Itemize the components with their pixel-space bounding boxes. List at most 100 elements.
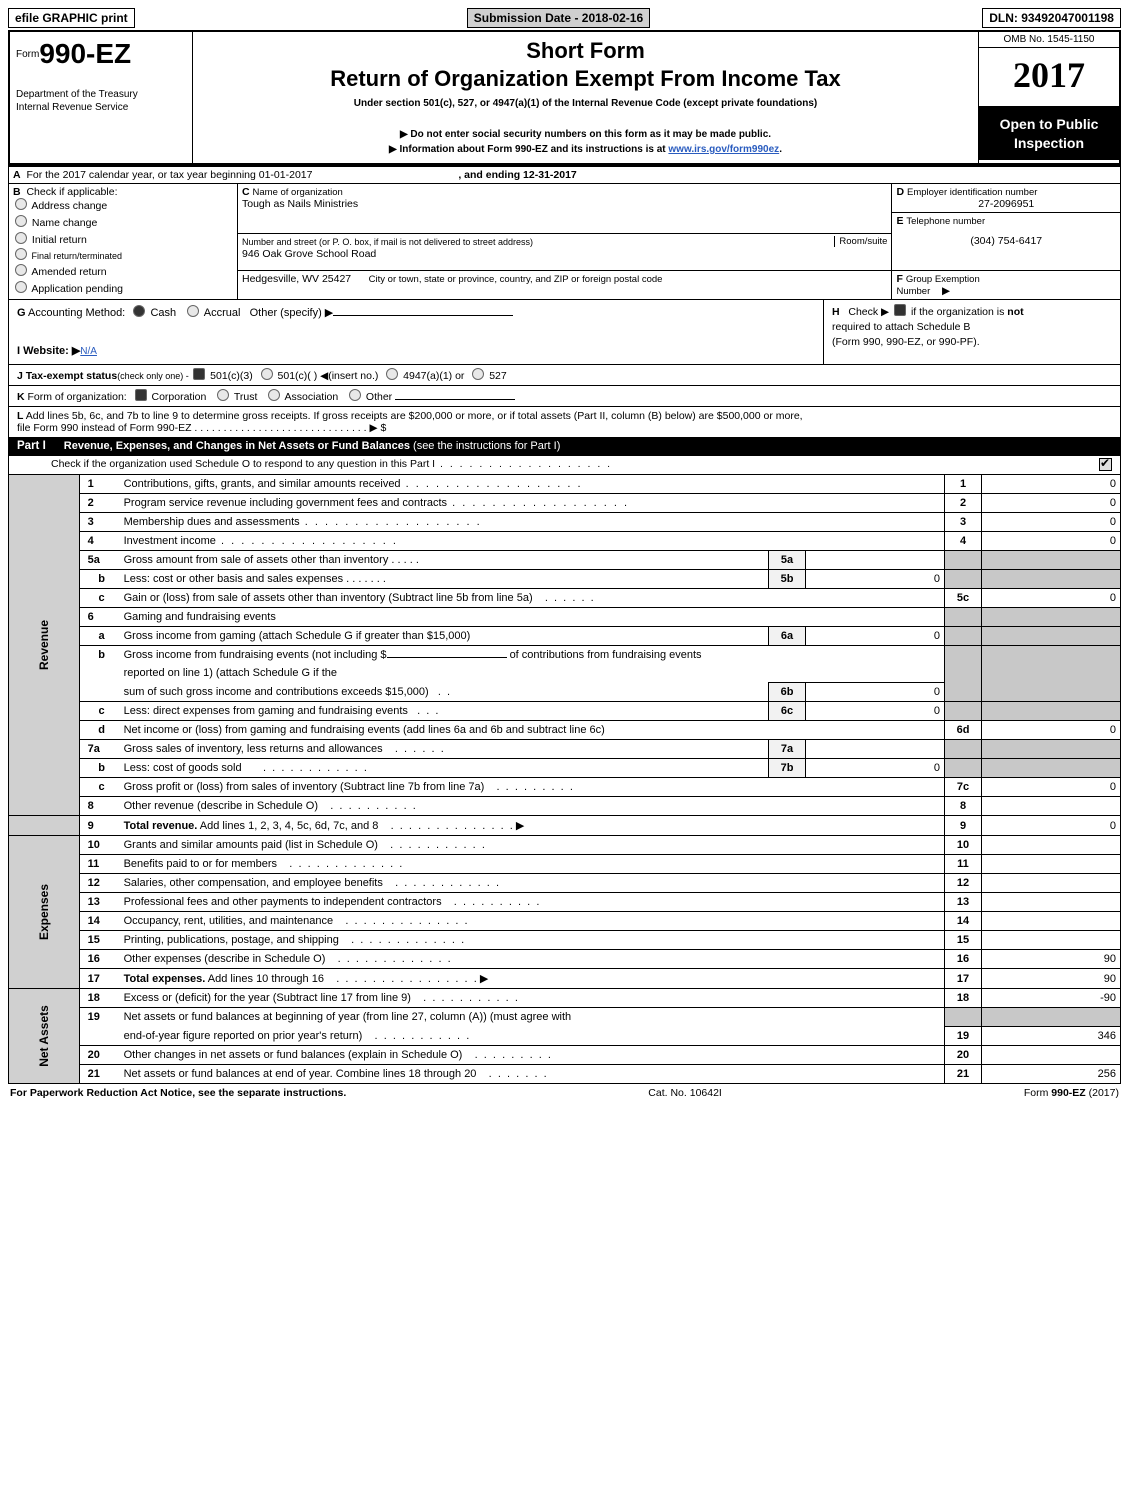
- row-desc: Other expenses (describe in Schedule O): [124, 953, 326, 965]
- table-row: 15 Printing, publications, postage, and …: [9, 931, 1121, 950]
- end-num: 12: [945, 874, 982, 893]
- end-val: [982, 874, 1121, 893]
- row-num: 11: [79, 855, 120, 874]
- chk-amended-return: Amended return: [31, 266, 106, 278]
- chk-corp-icon[interactable]: [135, 389, 147, 401]
- mid-val: 0: [806, 759, 945, 778]
- chk-501c-icon[interactable]: [261, 368, 273, 380]
- org-name: Tough as Nails Ministries: [242, 198, 358, 210]
- section-e-title: Telephone number: [906, 216, 985, 227]
- line-a-text1: For the 2017 calendar year, or tax year …: [26, 169, 312, 181]
- row-num: 16: [79, 950, 120, 969]
- table-row: end-of-year figure reported on prior yea…: [9, 1026, 1121, 1045]
- table-row: 20 Other changes in net assets or fund b…: [9, 1045, 1121, 1064]
- chk-address-change: Address change: [31, 200, 107, 212]
- mid-val: 0: [806, 702, 945, 721]
- checkbox-icon[interactable]: [15, 232, 27, 244]
- end-val: [982, 1045, 1121, 1064]
- line-h-text2: if the organization is: [911, 306, 1004, 318]
- street-value: 946 Oak Grove School Road: [242, 248, 376, 260]
- table-row: Expenses 10 Grants and similar amounts p…: [9, 836, 1121, 855]
- radio-accrual-icon[interactable]: [187, 305, 199, 317]
- chk-4947-icon[interactable]: [386, 368, 398, 380]
- internal-revenue-service: Internal Revenue Service: [16, 102, 128, 113]
- section-f-cell: F Group Exemption Number ▶: [892, 271, 1121, 300]
- instructions-link[interactable]: www.irs.gov/form990ez: [668, 144, 779, 155]
- table-row: b Less: cost of goods sold . . . . . . .…: [9, 759, 1121, 778]
- row-desc: Gain or (loss) from sale of assets other…: [124, 592, 533, 604]
- ein-value: 27-2096951: [896, 198, 1116, 210]
- row-desc2: Add lines 10 through 16: [205, 973, 324, 985]
- phone-value: (304) 754-6417: [896, 227, 1116, 247]
- row-desc: Less: direct expenses from gaming and fu…: [124, 705, 408, 717]
- row-num: 4: [79, 532, 120, 551]
- end-val: 256: [982, 1064, 1121, 1083]
- footer-left: For Paperwork Reduction Act Notice, see …: [10, 1087, 346, 1099]
- end-num: 6d: [945, 721, 982, 740]
- line-i-label: I: [17, 345, 20, 357]
- checkbox-icon[interactable]: [15, 248, 27, 260]
- row-desc: Total revenue.: [124, 820, 198, 832]
- table-row: c Gross profit or (loss) from sales of i…: [9, 778, 1121, 797]
- row-desc: Less: cost of goods sold: [124, 762, 242, 774]
- line-i-title: Website: ▶: [23, 345, 80, 357]
- chk-501c3-icon[interactable]: [193, 368, 205, 380]
- chk-527-icon[interactable]: [472, 368, 484, 380]
- row-num: 13: [79, 893, 120, 912]
- row-desc: Gross income from gaming (attach Schedul…: [124, 630, 471, 642]
- footer-form-b: 990-EZ: [1051, 1087, 1085, 1099]
- end-num: 11: [945, 855, 982, 874]
- table-row: 11 Benefits paid to or for members . . .…: [9, 855, 1121, 874]
- radio-cash-icon[interactable]: [133, 305, 145, 317]
- opt-corp: Corporation: [152, 391, 207, 403]
- end-val: 90: [982, 969, 1121, 989]
- part-i-desc1: Revenue, Expenses, and Changes in Net As…: [64, 440, 410, 452]
- end-num: 21: [945, 1064, 982, 1083]
- row-desc: Occupancy, rent, utilities, and maintena…: [124, 915, 334, 927]
- row-num: 18: [79, 989, 120, 1008]
- checkbox-icon[interactable]: [15, 198, 27, 210]
- line-l-dots: . . . . . . . . . . . . . . . . . . . . …: [194, 422, 386, 434]
- part-i-header: Part I Revenue, Expenses, and Changes in…: [8, 437, 1121, 456]
- end-num: 7c: [945, 778, 982, 797]
- row-num: 21: [79, 1064, 120, 1083]
- checkbox-icon[interactable]: [15, 264, 27, 276]
- opt-other: Other (specify) ▶: [250, 307, 334, 319]
- chk-other-org-icon[interactable]: [349, 389, 361, 401]
- mid-num: 6c: [769, 702, 806, 721]
- arrow-line-2a: ▶ Information about Form 990-EZ and its …: [389, 144, 668, 155]
- mid-val: 0: [806, 627, 945, 646]
- table-row: d Net income or (loss) from gaming and f…: [9, 721, 1121, 740]
- end-val: [982, 797, 1121, 816]
- checkbox-icon[interactable]: [15, 281, 27, 293]
- end-num: 4: [945, 532, 982, 551]
- row-num: a: [79, 627, 120, 646]
- row-num: b: [79, 570, 120, 589]
- row-desc: Gaming and fundraising events: [124, 611, 276, 623]
- end-val: 0: [982, 778, 1121, 797]
- row-desc: Other changes in net assets or fund bala…: [124, 1049, 463, 1061]
- opt-assoc: Association: [285, 391, 339, 403]
- row-desc: Gross sales of inventory, less returns a…: [124, 743, 383, 755]
- row-desc2: end-of-year figure reported on prior yea…: [124, 1030, 363, 1042]
- checkbox-icon[interactable]: [15, 215, 27, 227]
- form-title-cell: Form990-EZ Department of the Treasury In…: [9, 31, 193, 164]
- row-num: c: [79, 778, 120, 797]
- under-section-text: Under section 501(c), 527, or 4947(a)(1)…: [203, 98, 968, 109]
- chk-trust-icon[interactable]: [217, 389, 229, 401]
- title-cell: Short Form Return of Organization Exempt…: [193, 31, 979, 164]
- line-l-text1: Add lines 5b, 6c, and 7b to line 9 to de…: [26, 410, 803, 422]
- scheduleo-check-icon[interactable]: [1099, 458, 1112, 471]
- part-i-sub-text: Check if the organization used Schedule …: [51, 458, 435, 470]
- chk-assoc-icon[interactable]: [268, 389, 280, 401]
- end-num: 2: [945, 494, 982, 513]
- website-na-link[interactable]: N/A: [80, 346, 97, 357]
- check-h-icon[interactable]: [894, 304, 906, 316]
- section-e-label: E: [896, 215, 903, 227]
- chk-application-pending: Application pending: [31, 283, 123, 295]
- return-title: Return of Organization Exempt From Incom…: [203, 66, 968, 92]
- row-desc: Excess or (deficit) for the year (Subtra…: [124, 992, 411, 1004]
- line-h-label: H: [832, 306, 840, 318]
- table-row: a Gross income from gaming (attach Sched…: [9, 627, 1121, 646]
- footer-catno: Cat. No. 10642I: [648, 1087, 722, 1099]
